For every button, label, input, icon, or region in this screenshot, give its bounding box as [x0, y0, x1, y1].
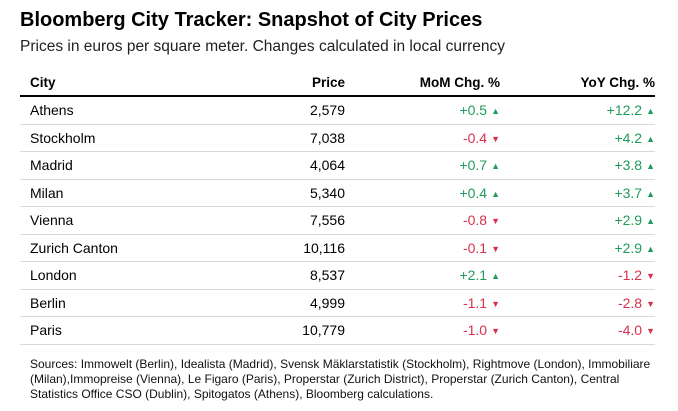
- cell-price: 10,779: [302, 322, 345, 339]
- chart-title: Bloomberg City Tracker: Snapshot of City…: [20, 9, 483, 31]
- cell-yoy: +12.2 ▲: [500, 96, 655, 124]
- cell-city: Berlin: [30, 294, 66, 311]
- cell-yoy-value: -1.2: [617, 267, 643, 284]
- table-row: London 8,537 +2.1 ▲ -1.2 ▼: [20, 262, 655, 290]
- cell-yoy: +2.9 ▲: [500, 207, 655, 235]
- cell-mom: +0.7 ▲: [345, 152, 500, 180]
- cell-price: 10,116: [303, 239, 345, 256]
- up-triangle-icon: ▲: [646, 106, 655, 117]
- up-triangle-icon: ▲: [646, 188, 655, 199]
- header-mom: MoM Chg. %: [345, 69, 500, 97]
- cell-mom: -0.8 ▼: [345, 207, 500, 235]
- up-triangle-icon: ▲: [646, 133, 655, 144]
- cell-city: Zurich Canton: [30, 239, 118, 256]
- header-city: City: [20, 69, 190, 97]
- cell-mom-value: +2.1: [459, 267, 488, 284]
- cell-yoy-value: -4.0: [617, 322, 643, 339]
- up-triangle-icon: ▲: [491, 188, 500, 199]
- cell-yoy: -2.8 ▼: [500, 289, 655, 317]
- cell-yoy-value: +12.2: [606, 102, 643, 119]
- cell-mom-value: -1.1: [462, 294, 488, 311]
- cell-mom-value: -0.4: [462, 129, 488, 146]
- cell-mom: -1.0 ▼: [345, 317, 500, 345]
- header-yoy: YoY Chg. %: [500, 69, 655, 97]
- cell-mom-value: +0.5: [459, 102, 488, 119]
- down-triangle-icon: ▼: [646, 271, 655, 282]
- chart-container: Bloomberg City Tracker: Snapshot of City…: [20, 8, 655, 402]
- down-triangle-icon: ▼: [646, 326, 655, 337]
- cell-mom: +0.5 ▲: [345, 96, 500, 124]
- header-price: Price: [190, 69, 345, 97]
- cell-price: 8,537: [309, 267, 345, 284]
- cell-yoy: -4.0 ▼: [500, 317, 655, 345]
- cell-price: 7,556: [309, 212, 345, 229]
- cell-mom: -0.4 ▼: [345, 124, 500, 152]
- up-triangle-icon: ▲: [646, 216, 655, 227]
- cell-mom: +0.4 ▲: [345, 179, 500, 207]
- cell-price: 5,340: [309, 184, 345, 201]
- cell-mom: +2.1 ▲: [345, 262, 500, 290]
- cell-city: Madrid: [30, 157, 73, 174]
- table-row: Stockholm 7,038 -0.4 ▼ +4.2 ▲: [20, 124, 655, 152]
- table-row: Athens 2,579 +0.5 ▲ +12.2 ▲: [20, 96, 655, 124]
- cell-mom-value: -1.0: [462, 322, 488, 339]
- cell-yoy: +3.7 ▲: [500, 179, 655, 207]
- table-row: Zurich Canton 10,116 -0.1 ▼ +2.9 ▲: [20, 234, 655, 262]
- cell-yoy: +2.9 ▲: [500, 234, 655, 262]
- up-triangle-icon: ▲: [491, 271, 500, 282]
- cell-yoy-value: +3.7: [614, 184, 643, 201]
- up-triangle-icon: ▲: [491, 106, 500, 117]
- down-triangle-icon: ▼: [491, 133, 500, 144]
- table-row: Madrid 4,064 +0.7 ▲ +3.8 ▲: [20, 152, 655, 180]
- cell-mom-value: +0.4: [459, 184, 488, 201]
- cell-mom-value: -0.8: [462, 212, 488, 229]
- cell-price: 4,999: [309, 294, 345, 311]
- down-triangle-icon: ▼: [646, 298, 655, 309]
- cell-city: Vienna: [30, 212, 74, 229]
- table-row: Vienna 7,556 -0.8 ▼ +2.9 ▲: [20, 207, 655, 235]
- cell-city: Milan: [30, 184, 64, 201]
- cell-price: 2,579: [309, 102, 345, 119]
- cell-city: Athens: [30, 102, 74, 119]
- down-triangle-icon: ▼: [491, 326, 500, 337]
- cell-yoy-value: +4.2: [614, 129, 643, 146]
- cell-mom-value: +0.7: [459, 157, 488, 174]
- cell-yoy: +4.2 ▲: [500, 124, 655, 152]
- up-triangle-icon: ▲: [646, 243, 655, 254]
- up-triangle-icon: ▲: [491, 161, 500, 172]
- up-triangle-icon: ▲: [646, 161, 655, 172]
- table-row: Milan 5,340 +0.4 ▲ +3.7 ▲: [20, 179, 655, 207]
- table-body: Athens 2,579 +0.5 ▲ +12.2 ▲ Stockholm 7,038 -0.4…: [20, 96, 655, 344]
- cell-price: 7,038: [309, 129, 345, 146]
- down-triangle-icon: ▼: [491, 298, 500, 309]
- cell-yoy: -1.2 ▼: [500, 262, 655, 290]
- chart-subtitle: Prices in euros per square meter. Change…: [20, 38, 506, 55]
- cell-mom-value: -0.1: [462, 239, 488, 256]
- table-row: Berlin 4,999 -1.1 ▼ -2.8 ▼: [20, 289, 655, 317]
- cell-yoy-value: -2.8: [617, 294, 643, 311]
- down-triangle-icon: ▼: [491, 243, 500, 254]
- table-header-row: City Price MoM Chg. % YoY Chg. %: [20, 69, 655, 97]
- source-note: Sources: Immowelt (Berlin), Idealista (M…: [30, 356, 651, 401]
- cell-city: Paris: [30, 322, 62, 339]
- down-triangle-icon: ▼: [491, 216, 500, 227]
- cell-mom: -1.1 ▼: [345, 289, 500, 317]
- cell-yoy-value: +2.9: [614, 212, 643, 229]
- cell-mom: -0.1 ▼: [345, 234, 500, 262]
- price-table: City Price MoM Chg. % YoY Chg. % Athens 2…: [20, 69, 655, 345]
- cell-yoy: +3.8 ▲: [500, 152, 655, 180]
- cell-yoy-value: +3.8: [614, 157, 643, 174]
- cell-price: 4,064: [309, 157, 345, 174]
- cell-city: Stockholm: [30, 129, 96, 146]
- table-row: Paris 10,779 -1.0 ▼ -4.0 ▼: [20, 317, 655, 345]
- cell-city: London: [30, 267, 77, 284]
- cell-yoy-value: +2.9: [614, 239, 643, 256]
